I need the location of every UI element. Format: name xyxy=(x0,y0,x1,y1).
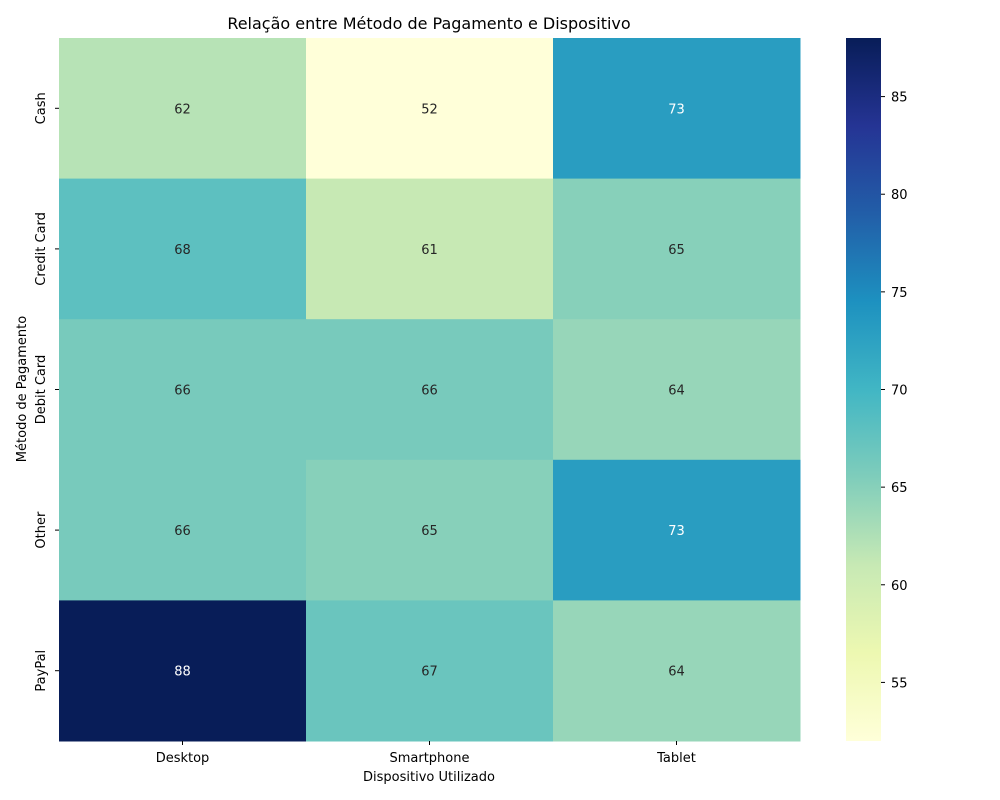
heatmap-cell xyxy=(553,459,801,601)
heatmap-cell xyxy=(553,38,801,180)
cell-value-label: 65 xyxy=(668,243,685,258)
chart-title: Relação entre Método de Pagamento e Disp… xyxy=(227,14,630,33)
y-tick-label: Cash xyxy=(34,92,49,124)
heatmap-cell xyxy=(59,319,307,461)
heatmap-cell-labels: 62 52 73 68 61 65 66 66 64 66 65 73 88 67 64 xyxy=(174,102,685,679)
y-tick-label: Other xyxy=(34,511,49,549)
cell-value-label: 65 xyxy=(421,524,438,539)
y-tick-label: Debit Card xyxy=(34,355,49,425)
cell-value-label: 52 xyxy=(421,102,438,117)
colorbar-tick-label: 80 xyxy=(891,188,908,203)
heatmap-cell xyxy=(59,600,307,742)
y-axis-label: Método de Pagamento xyxy=(15,316,30,462)
x-axis-label: Dispositivo Utilizado xyxy=(363,770,495,785)
heatmap-cell xyxy=(306,319,554,461)
colorbar-tick-label: 60 xyxy=(891,579,908,594)
heatmap-cell xyxy=(59,178,307,320)
heatmap-cell xyxy=(553,600,801,742)
cell-value-label: 66 xyxy=(421,384,438,399)
heatmap-cell xyxy=(306,459,554,601)
heatmap-cell xyxy=(59,38,307,180)
colorbar-ticks: 55 60 65 70 75 80 85 xyxy=(881,91,908,691)
x-tick-label: Smartphone xyxy=(389,751,469,766)
cell-value-label: 73 xyxy=(668,102,685,117)
y-tick-label: Credit Card xyxy=(34,212,49,286)
heatmap-cell xyxy=(59,459,307,601)
x-axis-ticks: Desktop Smartphone Tablet xyxy=(156,741,696,766)
cell-value-label: 68 xyxy=(174,243,191,258)
colorbar xyxy=(846,38,881,741)
y-tick-label: PayPal xyxy=(34,650,49,692)
cell-value-label: 66 xyxy=(174,384,191,399)
y-axis-ticks: Cash Credit Card Debit Card Other PayPal xyxy=(34,92,59,692)
cell-value-label: 64 xyxy=(668,665,685,680)
x-tick-label: Tablet xyxy=(656,751,696,766)
cell-value-label: 62 xyxy=(174,102,191,117)
colorbar-tick-label: 75 xyxy=(891,286,908,301)
colorbar-tick-label: 55 xyxy=(891,676,908,691)
colorbar-tick-label: 70 xyxy=(891,384,908,399)
heatmap-cells xyxy=(59,38,801,742)
colorbar-tick-label: 85 xyxy=(891,91,908,106)
heatmap-cell xyxy=(306,178,554,320)
heatmap-cell xyxy=(306,600,554,742)
x-tick-label: Desktop xyxy=(156,751,210,766)
cell-value-label: 61 xyxy=(421,243,438,258)
cell-value-label: 73 xyxy=(668,524,685,539)
colorbar-tick-label: 65 xyxy=(891,481,908,496)
heatmap-cell xyxy=(553,178,801,320)
heatmap-cell xyxy=(553,319,801,461)
cell-value-label: 88 xyxy=(174,665,191,680)
cell-value-label: 64 xyxy=(668,384,685,399)
cell-value-label: 66 xyxy=(174,524,191,539)
cell-value-label: 67 xyxy=(421,665,438,680)
heatmap-cell xyxy=(306,38,554,180)
